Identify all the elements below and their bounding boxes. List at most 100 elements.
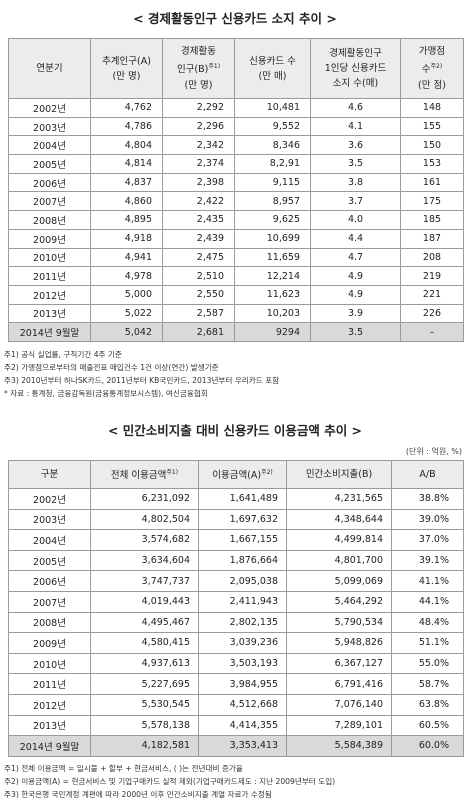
table-row: 2010년 4,937,613 3,503,193 6,367,127 55.0% — [8, 652, 464, 675]
table-cell: 3,574,682 — [90, 529, 199, 551]
header-text: (만 명) — [184, 79, 213, 91]
table-cell: 3,634,604 — [90, 549, 199, 572]
table-cell: 10,699 — [234, 228, 311, 249]
table-cell: 5,530,545 — [90, 693, 199, 716]
header-text: 1인당 신용카드 — [324, 63, 387, 74]
header-text: 소지 수(매) — [332, 78, 379, 89]
table-row: 2002년 6,231,092 1,641,489 4,231,565 38.8% — [8, 488, 464, 510]
table-cell: 2013년 — [8, 303, 91, 324]
header-cell: 신용카드 수 (만 매) — [234, 38, 311, 99]
header-cell: 전체 이용금액주1) — [90, 460, 199, 489]
table-cell: 2,292 — [162, 98, 235, 118]
table-cell: 58.7% — [391, 673, 464, 695]
header-text: 신용카드 수 — [249, 55, 296, 67]
table-cell: 4.9 — [310, 266, 401, 286]
table-cell: 3.7 — [310, 191, 401, 212]
table-title: < 민간소비지출 대비 신용카드 이용금액 추이 > — [107, 423, 363, 438]
header-text: (만 명) — [112, 70, 141, 82]
table-cell: 4,802,504 — [90, 508, 199, 531]
table-cell: 2014년 9월말 — [8, 735, 91, 757]
card-holding-table: 연분기 추계인구(A) (만 명) 경제활동 인구(B)주1) (만 명) 신용카드 수 (만… — [8, 38, 464, 342]
note: 주3) 2010년부터 하나SK카드, 2011년부터 KB국민카드, 2013… — [4, 376, 280, 385]
table-cell: 2008년 — [8, 611, 91, 634]
table-row: 2005년 4,814 2,374 8,2,91 3.5 153 — [8, 154, 464, 174]
note: 주1) 전체 이용금액 = 일시불 + 할부 + 현금서비스, ( )는 전년대… — [4, 764, 243, 773]
table-cell: 4,937,613 — [90, 652, 199, 675]
table-row: 2013년 5,578,138 4,414,355 7,289,101 60.5% — [8, 714, 464, 737]
table-cell: – — [400, 322, 464, 342]
table-title: < 경제활동인구 신용카드 소지 추이 > — [133, 11, 337, 26]
table-cell: 3,747,737 — [90, 570, 199, 592]
table-cell: 175 — [400, 191, 464, 212]
header-cell: 구분 — [8, 460, 91, 489]
table-cell: 5,000 — [90, 284, 163, 305]
header-cell: A/B — [391, 460, 464, 489]
table-cell: 6,367,127 — [286, 652, 392, 675]
table-cell: 2002년 — [8, 98, 91, 118]
table-cell: 2011년 — [8, 266, 91, 286]
table-cell: 60.5% — [391, 714, 464, 737]
table-cell: 2014년 9월말 — [8, 322, 91, 342]
table-cell: 4.7 — [310, 247, 401, 268]
table-cell: 39.0% — [391, 508, 464, 531]
table-cell: 3.6 — [310, 135, 401, 156]
table-row: 2013년 5,022 2,587 10,203 3.9 226 — [8, 303, 464, 324]
table-row: 2007년 4,860 2,422 8,957 3.7 175 — [8, 191, 464, 212]
table-cell: 10,481 — [234, 98, 311, 118]
header-text: 경제활동인구 — [329, 48, 382, 59]
table-cell: 4,348,644 — [286, 508, 392, 531]
table-cell: 8,957 — [234, 191, 311, 212]
table-cell: 2007년 — [8, 191, 91, 212]
card-usage-table: 구분 전체 이용금액주1) 이용금액(A)주2) 민간소비지출(B) A/B 2002년 6… — [8, 460, 464, 757]
table-row: 2012년 5,530,545 4,512,668 7,076,140 63.8% — [8, 693, 464, 716]
table-cell: 2003년 — [8, 116, 91, 137]
table-cell: 48.4% — [391, 611, 464, 634]
table-cell: 226 — [400, 303, 464, 324]
header-cell: 이용금액(A)주2) — [198, 460, 287, 489]
footnote-mark: 주1) — [208, 63, 221, 71]
table-cell: 4.4 — [310, 228, 401, 249]
notes: 주1) 공식 실업률, 구직기간 4주 기준 주2) 가맹점으로부터의 매출전표 … — [4, 348, 466, 400]
table-cell: 2,510 — [162, 266, 235, 286]
table-cell: 4,580,415 — [90, 632, 199, 654]
table-row: 2011년 4,978 2,510 12,214 4.9 219 — [8, 266, 464, 286]
table-cell: 2005년 — [8, 154, 91, 174]
table-cell: 4,941 — [90, 247, 163, 268]
note: 주2) 이용금액(A) = 현금서비스 및 기업구매카드 실적 제외(기업구매카… — [4, 777, 336, 786]
table-cell: 2007년 — [8, 590, 91, 613]
table-cell: 148 — [400, 98, 464, 118]
table-cell: 5,227,695 — [90, 673, 199, 695]
table-cell: 9,115 — [234, 172, 311, 193]
header-text: A/B — [419, 469, 436, 480]
table-cell: 187 — [400, 228, 464, 249]
table-cell: 221 — [400, 284, 464, 305]
table-cell: 2010년 — [8, 247, 91, 268]
table-cell: 2,587 — [162, 303, 235, 324]
table-cell: 5,464,292 — [286, 590, 392, 613]
table-cell: 2009년 — [8, 228, 91, 249]
table-cell: 5,099,069 — [286, 570, 392, 592]
table-cell: 3,984,955 — [198, 673, 287, 695]
table-cell: 11,659 — [234, 247, 311, 268]
table-cell: 2,802,135 — [198, 611, 287, 634]
table-cell: 4,019,443 — [90, 590, 199, 613]
header-cell: 경제활동 인구(B)주1) (만 명) — [162, 38, 235, 99]
table-cell: 2,439 — [162, 228, 235, 249]
header-text: 민간소비지출(B) — [305, 469, 373, 480]
table-cell: 4,918 — [90, 228, 163, 249]
table-cell: 44.1% — [391, 590, 464, 613]
table-cell: 8,346 — [234, 135, 311, 156]
header-cell: 가맹점 수주2) (만 점) — [400, 38, 464, 99]
table-row: 2014년 9월말 4,182,581 3,353,413 5,584,389 60.0… — [8, 735, 464, 757]
header-cell: 민간소비지출(B) — [286, 460, 392, 489]
table-row: 2011년 5,227,695 3,984,955 6,791,416 58.7% — [8, 673, 464, 695]
note: 주1) 공식 실업률, 구직기간 4주 기준 — [4, 350, 122, 359]
table-cell: 8,2,91 — [234, 154, 311, 174]
table-cell: 3,353,413 — [198, 735, 287, 757]
header-cell: 연분기 — [8, 38, 91, 99]
table-row: 2006년 4,837 2,398 9,115 3.8 161 — [8, 172, 464, 193]
table-cell: 4,762 — [90, 98, 163, 118]
table-cell: 5,578,138 — [90, 714, 199, 737]
table-cell: 219 — [400, 266, 464, 286]
